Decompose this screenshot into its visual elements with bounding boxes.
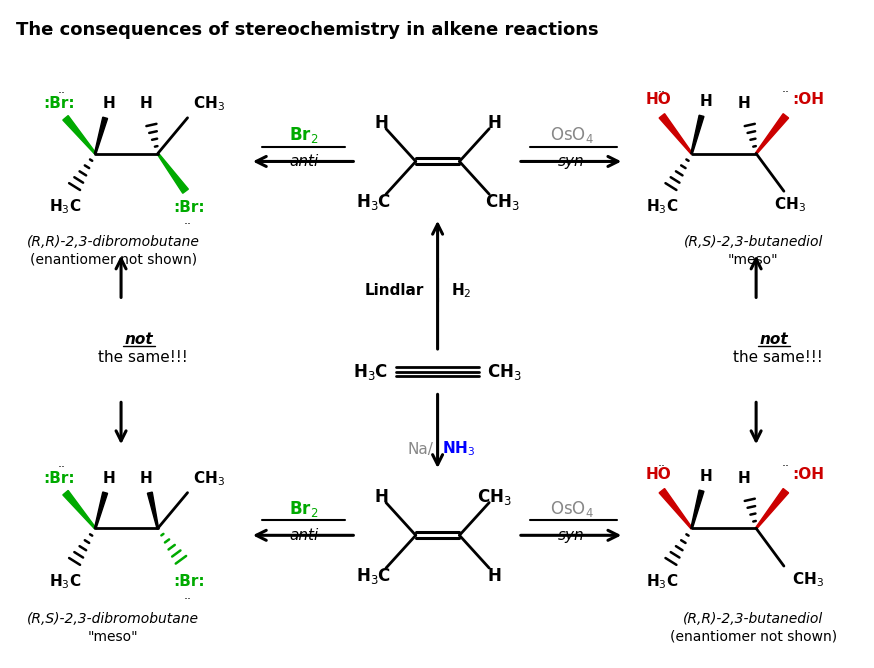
Text: syn: syn: [558, 154, 585, 169]
Text: CH$_3$: CH$_3$: [477, 486, 511, 506]
Text: ..: ..: [184, 589, 191, 603]
Text: "meso": "meso": [728, 253, 779, 267]
Text: H: H: [374, 114, 388, 132]
Polygon shape: [94, 117, 108, 154]
Text: anti: anti: [289, 154, 318, 169]
Polygon shape: [157, 153, 189, 193]
Text: H: H: [487, 114, 501, 132]
Text: :OH: :OH: [792, 92, 824, 108]
Text: The consequences of stereochemistry in alkene reactions: The consequences of stereochemistry in a…: [16, 21, 599, 39]
Polygon shape: [659, 488, 692, 529]
Text: H: H: [140, 96, 152, 112]
Text: H: H: [103, 472, 115, 486]
Text: (R,S)-2,3-dibromobutane: (R,S)-2,3-dibromobutane: [27, 612, 199, 626]
Text: H: H: [699, 94, 712, 110]
Text: H: H: [140, 472, 152, 486]
Text: OsO$_4$: OsO$_4$: [550, 498, 593, 518]
Text: ..: ..: [58, 83, 66, 96]
Polygon shape: [659, 114, 692, 154]
Text: HO: HO: [646, 468, 672, 482]
Text: the same!!!: the same!!!: [733, 350, 822, 365]
Text: H$_3$C: H$_3$C: [646, 572, 678, 591]
Text: ..: ..: [658, 81, 666, 95]
Text: H: H: [487, 567, 501, 585]
Text: Na/: Na/: [408, 442, 434, 456]
Text: H$_3$C: H$_3$C: [353, 361, 388, 381]
Text: ..: ..: [782, 81, 790, 95]
Text: H$_3$C: H$_3$C: [49, 572, 81, 591]
Text: (R,R)-2,3-dibromobutane: (R,R)-2,3-dibromobutane: [27, 235, 199, 249]
Polygon shape: [690, 490, 704, 528]
Text: Lindlar: Lindlar: [364, 283, 424, 298]
Text: ..: ..: [58, 458, 66, 470]
Text: CH$_3$: CH$_3$: [487, 361, 522, 381]
Text: CH$_3$: CH$_3$: [193, 95, 225, 114]
Text: (R,R)-2,3-butanediol: (R,R)-2,3-butanediol: [683, 612, 823, 626]
Text: ..: ..: [184, 214, 191, 227]
Text: syn: syn: [558, 528, 585, 543]
Text: CH$_3$: CH$_3$: [193, 470, 225, 488]
Text: :Br:: :Br:: [174, 574, 205, 589]
Text: Br$_2$: Br$_2$: [289, 498, 318, 518]
Text: H: H: [738, 472, 751, 486]
Text: H: H: [738, 96, 751, 112]
Polygon shape: [755, 488, 788, 529]
Text: not: not: [125, 333, 153, 347]
Text: H$_3$C: H$_3$C: [49, 198, 81, 216]
Text: H$_3$C: H$_3$C: [646, 198, 678, 216]
Text: H$_3$C: H$_3$C: [356, 192, 391, 212]
Polygon shape: [63, 490, 96, 529]
Text: (R,S)-2,3-butanediol: (R,S)-2,3-butanediol: [683, 235, 822, 249]
Text: (enantiomer not shown): (enantiomer not shown): [669, 629, 836, 643]
Polygon shape: [63, 116, 96, 154]
Text: ..: ..: [658, 456, 666, 470]
Text: H: H: [374, 488, 388, 506]
Text: H$_2$: H$_2$: [452, 281, 472, 300]
Text: HO: HO: [646, 92, 672, 108]
Text: :Br:: :Br:: [44, 472, 75, 486]
Text: H$_3$C: H$_3$C: [356, 566, 391, 586]
Text: CH$_3$: CH$_3$: [485, 192, 519, 212]
Text: :OH: :OH: [792, 468, 824, 482]
Text: ..: ..: [782, 456, 790, 470]
Text: not: not: [760, 333, 788, 347]
Text: (enantiomer not shown): (enantiomer not shown): [30, 253, 197, 267]
Text: H: H: [699, 470, 712, 484]
Polygon shape: [755, 114, 788, 154]
Text: CH$_3$: CH$_3$: [773, 196, 806, 214]
Text: :Br:: :Br:: [174, 200, 205, 214]
Polygon shape: [94, 492, 108, 528]
Text: Br$_2$: Br$_2$: [289, 125, 318, 145]
Polygon shape: [148, 492, 158, 528]
Text: the same!!!: the same!!!: [98, 350, 188, 365]
Text: anti: anti: [289, 528, 318, 543]
Text: "meso": "meso": [87, 629, 138, 643]
Text: CH$_3$: CH$_3$: [792, 570, 824, 589]
Polygon shape: [690, 115, 704, 154]
Text: H: H: [103, 96, 115, 112]
Text: :Br:: :Br:: [44, 96, 75, 112]
Text: OsO$_4$: OsO$_4$: [550, 125, 593, 145]
Text: NH$_3$: NH$_3$: [441, 440, 475, 458]
